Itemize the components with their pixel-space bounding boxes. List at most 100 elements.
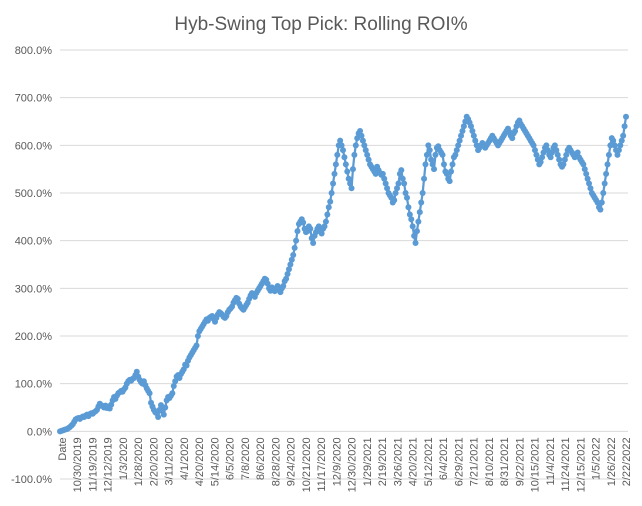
x-tick-label: 8/28/2020 [270,437,282,486]
x-tick-label: 1/5/2022 [591,437,603,480]
data-point [406,211,413,218]
data-point [556,156,563,163]
y-tick-label: 700.0% [15,93,53,105]
data-point [423,151,430,158]
data-point [601,180,608,187]
data-point [431,166,438,173]
data-point [547,154,554,161]
x-tick-label: 4/20/2020 [194,437,206,486]
data-point [472,137,479,144]
data-point [533,151,540,158]
data-point [402,190,409,196]
x-tick-label: 11/24/2021 [560,437,572,491]
data-point [359,137,366,144]
data-point [456,137,463,144]
data-point [597,206,604,213]
y-axis-tick-labels: -100.0% 0.0% 100.0% 200.0% 300.0% 400.0% 500.0… [11,45,52,486]
data-point [318,230,325,237]
y-tick-label: 500.0% [15,188,53,200]
data-point [330,180,337,187]
x-tick-label: 2/22/2022 [621,437,633,486]
data-point [452,151,459,158]
data-point [574,149,581,156]
data-point [133,368,140,375]
data-point [362,147,369,154]
data-point [537,159,544,166]
data-point [361,142,368,149]
data-point [621,123,628,130]
data-point [284,271,291,278]
x-tick-label: 11/19/2019 [87,437,99,491]
data-point [324,211,331,218]
data-point [365,156,372,163]
data-point [234,295,241,302]
y-tick-label: 300.0% [15,283,53,295]
x-tick-label: 6/4/2021 [438,437,450,480]
data-point [419,190,426,196]
data-point [348,185,355,192]
data-point [425,142,432,149]
data-point [321,223,328,230]
data-point [610,137,617,144]
data-point [583,170,590,177]
x-tick-label: 10/30/2019 [72,437,84,492]
y-tick-label: 0.0% [27,426,52,438]
data-point [349,166,356,173]
x-tick-label: 11/4/2021 [545,437,557,485]
grid-lines [60,49,628,480]
data-point [539,154,546,161]
x-tick-label: 2/19/2021 [377,437,389,486]
data-point [426,147,433,154]
x-tick-label: 10/21/2020 [301,437,313,492]
data-point [322,218,329,225]
data-point [580,161,587,168]
data-point [344,168,351,175]
x-tick-label: 8/6/2020 [255,437,267,480]
data-point [607,142,614,149]
data-point [409,223,416,230]
data-point [413,228,420,235]
data-point [331,170,338,177]
data-point [338,142,345,149]
series-points [57,113,629,435]
data-point [193,342,200,349]
data-point [345,175,352,182]
data-point [584,175,591,182]
x-tick-label: 3/11/2020 [164,437,176,485]
data-point [327,198,334,205]
data-point [586,180,593,187]
data-point [587,185,594,192]
data-point [405,204,412,211]
data-point [334,151,341,158]
data-point [379,170,386,177]
data-point [342,161,349,168]
data-point [509,135,516,142]
x-tick-label: 3/26/2021 [392,437,404,486]
data-point [439,151,446,158]
data-point [551,142,558,149]
x-tick-label: 12/9/2020 [331,437,343,486]
data-point [352,142,359,149]
data-point [325,204,332,211]
x-tick-label: 9/22/2021 [514,437,526,486]
data-point [285,266,292,273]
data-point [563,151,570,158]
data-point [358,132,365,139]
data-point [155,414,162,421]
data-point [446,178,453,185]
data-point [382,180,389,187]
y-tick-label: 100.0% [15,379,53,391]
data-point [337,137,344,144]
data-point [623,113,629,120]
data-point [618,137,625,144]
data-point [332,161,339,168]
data-point [183,362,190,369]
data-point [455,142,462,149]
data-point [530,142,537,149]
data-point [561,156,568,163]
data-point [421,175,428,182]
x-tick-label: 7/21/2021 [469,437,481,486]
x-tick-label: 5/12/2021 [423,437,435,486]
